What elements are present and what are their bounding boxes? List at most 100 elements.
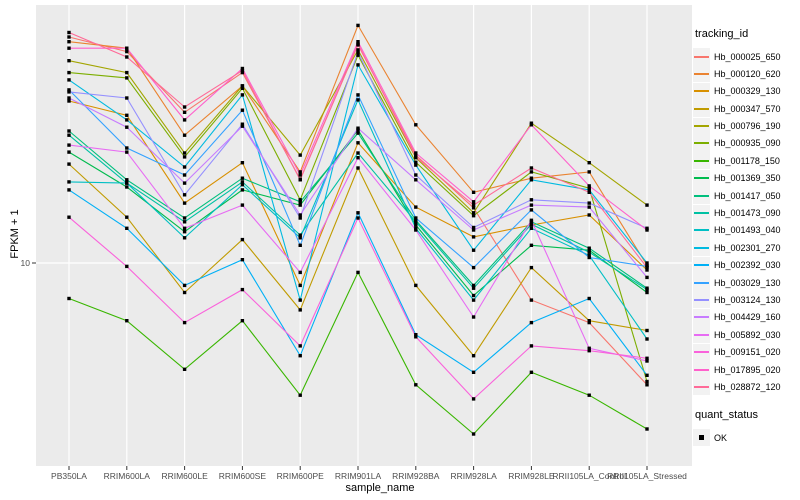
legend-label: Hb_001417_050 <box>714 190 781 201</box>
data-point <box>356 50 360 54</box>
data-point <box>414 173 418 177</box>
data-point <box>587 184 591 188</box>
legend-key <box>693 82 710 100</box>
data-point <box>645 275 649 280</box>
data-point <box>356 23 360 28</box>
data-point <box>67 46 71 50</box>
data-point <box>414 178 418 182</box>
data-point <box>414 283 418 288</box>
y-axis-title: FPKM + 1 <box>9 209 21 259</box>
data-point <box>125 113 129 117</box>
legend-key <box>693 326 710 344</box>
legend-item-Hb_005892_030: Hb_005892_030 <box>693 326 799 344</box>
data-point <box>587 253 591 258</box>
legend-item-Hb_000120_620: Hb_000120_620 <box>693 65 799 83</box>
legend-item-Hb_000347_570: Hb_000347_570 <box>693 100 799 118</box>
data-point <box>67 40 71 44</box>
data-point <box>298 236 302 240</box>
data-point <box>125 125 129 129</box>
data-point <box>298 178 302 182</box>
data-point <box>587 346 591 350</box>
data-point <box>471 235 476 239</box>
series-color-line-icon <box>694 177 709 180</box>
data-point <box>125 181 129 185</box>
data-point <box>645 383 649 387</box>
data-point <box>356 126 360 130</box>
tracking-id-legend-title: tracking_id <box>695 28 749 40</box>
legend-key <box>693 291 710 309</box>
data-point <box>125 118 129 122</box>
data-point <box>529 123 534 127</box>
data-point <box>125 264 129 269</box>
data-point <box>182 155 187 159</box>
data-point <box>67 129 71 133</box>
data-point <box>182 216 187 220</box>
data-point <box>414 155 418 159</box>
legend-item-Hb_000935_090: Hb_000935_090 <box>693 134 799 152</box>
data-point <box>587 248 591 252</box>
data-point <box>240 183 245 187</box>
legend-key <box>693 256 710 274</box>
data-point <box>240 84 245 88</box>
data-point <box>645 265 649 270</box>
legend-label: Hb_000120_620 <box>714 68 781 79</box>
data-point <box>414 153 418 157</box>
legend-item-Hb_001493_040: Hb_001493_040 <box>693 221 799 239</box>
data-point <box>471 370 476 374</box>
legend-key <box>693 100 710 118</box>
data-point <box>182 110 187 114</box>
legend-item-Hb_002301_270: Hb_002301_270 <box>693 239 799 257</box>
legend-label: Hb_003124_130 <box>714 294 781 305</box>
series-color-line-icon <box>694 351 709 354</box>
data-point <box>471 214 476 218</box>
data-point <box>356 53 360 57</box>
legend-label: Hb_001369_350 <box>714 173 781 184</box>
data-point <box>182 230 187 234</box>
legend-key <box>693 343 710 361</box>
legend-label: Hb_028872_120 <box>714 381 781 392</box>
data-point <box>240 70 245 75</box>
data-point <box>471 228 476 232</box>
data-point <box>471 203 476 207</box>
data-point <box>298 243 302 247</box>
legend-label: Hb_002392_030 <box>714 260 781 271</box>
data-point <box>645 328 649 333</box>
legend-label: Hb_000347_570 <box>714 103 781 114</box>
y-tick-label: 10 <box>21 258 31 268</box>
series-color-line-icon <box>694 125 709 128</box>
data-point <box>182 181 187 185</box>
data-point <box>67 88 71 92</box>
data-point <box>182 220 187 224</box>
data-point <box>67 59 71 63</box>
data-point <box>298 173 302 177</box>
data-point <box>587 170 591 174</box>
data-point <box>529 178 534 182</box>
legend-label: Hb_004429_160 <box>714 312 781 323</box>
series-color-line-icon <box>694 385 709 388</box>
data-point <box>240 237 245 242</box>
data-point <box>182 193 187 197</box>
data-point <box>240 122 245 126</box>
data-point <box>471 225 476 230</box>
legend-label: Hb_000329_130 <box>714 86 781 97</box>
legend-item-Hb_003124_130: Hb_003124_130 <box>693 291 799 309</box>
data-point <box>125 185 129 189</box>
legend-key <box>693 169 710 187</box>
data-point <box>240 108 245 112</box>
data-point <box>529 203 534 207</box>
data-point <box>471 397 476 401</box>
data-point <box>414 333 418 337</box>
panel-background <box>36 5 692 466</box>
series-color-line-icon <box>694 142 709 145</box>
data-point <box>240 161 245 165</box>
x-axis-title: sample_name <box>345 482 415 494</box>
legend-item-Hb_001417_050: Hb_001417_050 <box>693 187 799 205</box>
series-color-line-icon <box>694 229 709 232</box>
series-color-line-icon <box>694 55 709 58</box>
data-point <box>125 146 129 150</box>
data-point <box>356 151 360 155</box>
data-point <box>67 30 71 35</box>
legend-label: Hb_001493_040 <box>714 225 781 236</box>
data-point <box>529 222 534 226</box>
data-point <box>125 150 129 154</box>
